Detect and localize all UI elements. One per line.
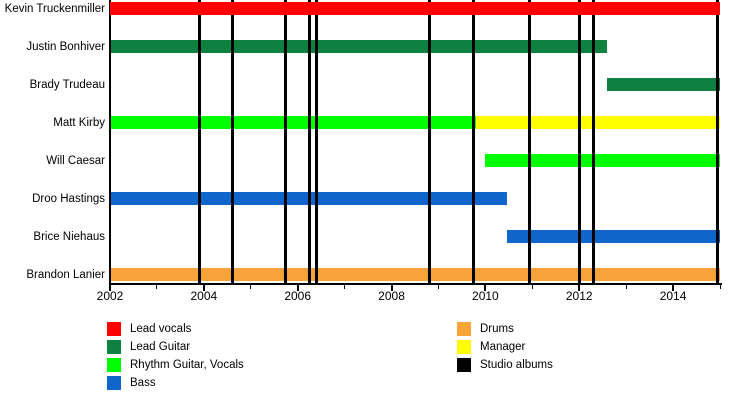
member-label-brandon-lanier: Brandon Lanier bbox=[26, 268, 105, 281]
legend-label-lead-vocals: Lead vocals bbox=[130, 323, 192, 335]
legend-swatch-bass bbox=[107, 376, 121, 390]
legend-item-lead-guitar: Lead Guitar bbox=[107, 340, 190, 354]
major-tick-2002 bbox=[109, 285, 111, 291]
tick-label-2012: 2012 bbox=[565, 289, 593, 303]
legend-item-bass: Bass bbox=[107, 376, 156, 390]
bar-will-caesar-rhythm-guitar-vocals bbox=[485, 154, 720, 167]
legend-item-manager: Manager bbox=[457, 340, 525, 354]
bar-brandon-lanier-drums bbox=[110, 268, 720, 281]
legend-swatch-lead-vocals bbox=[107, 322, 121, 336]
studio-album-line-2005.75 bbox=[284, 0, 288, 283]
minor-tick-2013 bbox=[625, 285, 627, 289]
minor-tick-2007 bbox=[344, 285, 346, 289]
legend-item-drums: Drums bbox=[457, 322, 514, 336]
bar-kevin-truckenmiller-lead-vocals bbox=[110, 2, 720, 15]
x-axis-line bbox=[109, 283, 722, 285]
legend-item-lead-vocals: Lead vocals bbox=[107, 322, 191, 336]
studio-album-line-2006.25 bbox=[307, 0, 311, 283]
studio-album-line-2014.95 bbox=[716, 0, 720, 283]
studio-album-line-2012.3 bbox=[591, 0, 595, 283]
bar-matt-kirby-manager bbox=[476, 116, 720, 129]
studio-album-line-2010.95 bbox=[528, 0, 532, 283]
member-label-kevin-truckenmiller: Kevin Truckenmiller bbox=[4, 2, 105, 15]
member-label-justin-bonhiver: Justin Bonhiver bbox=[26, 40, 105, 53]
bar-brice-niehaus-bass bbox=[506, 230, 720, 243]
legend-label-bass: Bass bbox=[130, 377, 156, 389]
major-tick-2008 bbox=[390, 285, 393, 291]
bar-brady-trudeau-lead-guitar bbox=[607, 78, 720, 91]
studio-album-line-2009.75 bbox=[472, 0, 476, 283]
legend-swatch-lead-guitar bbox=[107, 340, 121, 354]
member-label-droo-hastings: Droo Hastings bbox=[32, 192, 105, 205]
tick-label-2010: 2010 bbox=[472, 289, 499, 303]
legend-label-rhythm-guitar-vocals: Rhythm Guitar, Vocals bbox=[130, 359, 244, 371]
major-tick-2012 bbox=[578, 285, 581, 291]
tick-label-2002: 2002 bbox=[96, 289, 124, 303]
major-tick-2010 bbox=[484, 285, 487, 291]
legend-swatch-drums bbox=[457, 322, 471, 336]
studio-album-line-2008.8 bbox=[427, 0, 431, 283]
minor-tick-2005 bbox=[250, 285, 252, 289]
bar-matt-kirby-rhythm-guitar-vocals bbox=[110, 116, 476, 129]
major-tick-2004 bbox=[202, 285, 205, 291]
minor-tick-2011 bbox=[531, 285, 533, 289]
minor-tick-2015 bbox=[719, 285, 721, 289]
legend-item-rhythm-guitar-vocals: Rhythm Guitar, Vocals bbox=[107, 358, 244, 372]
legend-label-manager: Manager bbox=[480, 341, 526, 353]
member-label-matt-kirby: Matt Kirby bbox=[53, 116, 105, 129]
member-label-brady-trudeau: Brady Trudeau bbox=[29, 78, 105, 91]
legend-label-studio-albums: Studio albums bbox=[480, 359, 553, 371]
tick-label-2004: 2004 bbox=[190, 289, 218, 303]
member-label-will-caesar: Will Caesar bbox=[46, 154, 105, 167]
legend-swatch-manager bbox=[457, 340, 471, 354]
studio-album-line-2004.6 bbox=[230, 0, 234, 283]
minor-tick-2003 bbox=[156, 285, 158, 289]
y-axis-line bbox=[109, 0, 111, 285]
tick-label-2006: 2006 bbox=[284, 289, 312, 303]
member-label-brice-niehaus: Brice Niehaus bbox=[33, 230, 105, 243]
studio-album-line-2006.4 bbox=[314, 0, 318, 283]
major-tick-2014 bbox=[672, 285, 675, 291]
minor-tick-2009 bbox=[437, 285, 439, 289]
studio-album-line-2012 bbox=[577, 0, 581, 283]
legend-item-studio-albums: Studio albums bbox=[457, 358, 553, 372]
legend-swatch-rhythm-guitar-vocals bbox=[107, 358, 121, 372]
legend-label-lead-guitar: Lead Guitar bbox=[130, 341, 191, 353]
tick-label-2008: 2008 bbox=[378, 289, 405, 303]
legend-swatch-studio-albums bbox=[457, 358, 471, 372]
legend-label-drums: Drums bbox=[480, 323, 514, 335]
studio-album-line-2003.9 bbox=[197, 0, 201, 283]
bar-justin-bonhiver-lead-guitar bbox=[110, 40, 608, 53]
major-tick-2006 bbox=[296, 285, 299, 291]
tick-label-2014: 2014 bbox=[659, 289, 687, 303]
